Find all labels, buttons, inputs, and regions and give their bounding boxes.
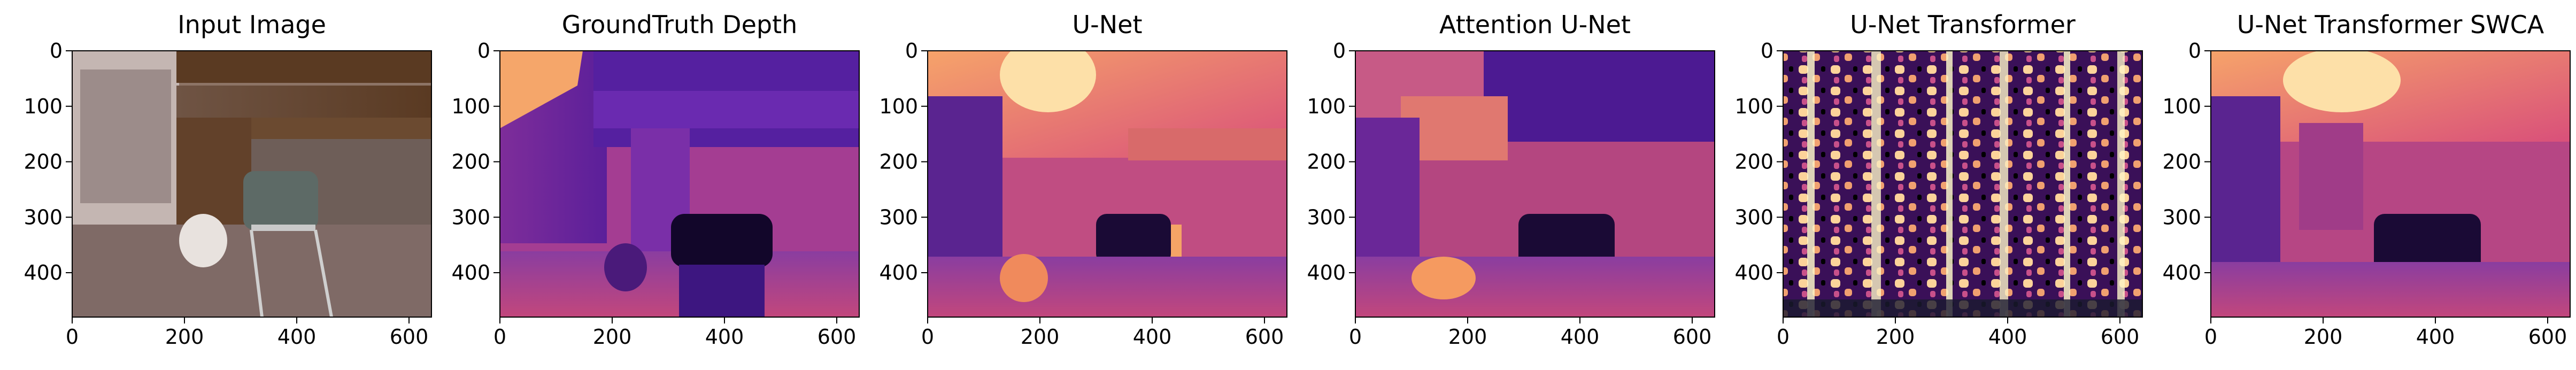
panel-input-image: Input Image	[72, 10, 431, 317]
y-tick-label: 400	[2162, 261, 2201, 284]
panel-title: U-Net	[1072, 10, 1142, 39]
x-tick-label: 400	[2416, 325, 2455, 349]
axes-3: 0 200 400 600 0 100 200 300 400	[1307, 39, 1715, 349]
x-tick-label: 200	[1448, 325, 1487, 349]
y-tick-label: 300	[1307, 205, 1346, 229]
axes-frame	[927, 50, 1287, 318]
x-tick-label: 600	[1245, 325, 1284, 349]
y-tick-label: 200	[24, 150, 63, 174]
x-tick-label: 200	[165, 325, 204, 349]
y-tick-label: 100	[1734, 95, 1773, 118]
x-tick-label: 0	[921, 325, 934, 349]
y-tick-label: 400	[24, 261, 63, 284]
y-tick-label: 0	[2188, 39, 2201, 63]
x-tick-label: 0	[493, 325, 506, 349]
panel-title: GroundTruth Depth	[562, 10, 798, 39]
input-image	[72, 51, 431, 317]
y-tick-label: 0	[1761, 39, 1773, 63]
x-tick-label: 400	[1988, 325, 2027, 349]
axes-frame	[1355, 50, 1715, 318]
axes-0: 0 200 400 600 0 100 200 300 400	[24, 39, 432, 349]
y-tick-label: 300	[2162, 205, 2201, 229]
y-tick-label: 300	[24, 205, 63, 229]
axes-frame	[1783, 50, 2143, 318]
axes-4: 0 200 400 600 0 100 200 300 400	[1734, 39, 2143, 349]
y-tick-label: 100	[24, 95, 63, 118]
x-tick-label: 0	[66, 325, 79, 349]
panel-title: U-Net Transformer SWCA	[2237, 10, 2544, 39]
axes-layer: 0 200 400 600 0 100 200 300 400 0 200 400 600 0 100 200…	[24, 39, 2571, 349]
y-tick-label: 400	[1734, 261, 1773, 284]
y-tick-label: 200	[2162, 150, 2201, 174]
x-tick-label: 600	[817, 325, 857, 349]
x-tick-label: 400	[277, 325, 317, 349]
y-tick-label: 200	[879, 150, 918, 174]
y-tick-label: 400	[451, 261, 490, 284]
x-tick-label: 0	[2204, 325, 2217, 349]
panel-title: Attention U-Net	[1439, 10, 1631, 39]
x-tick-label: 200	[593, 325, 632, 349]
y-tick-label: 300	[879, 205, 918, 229]
panel-unet-transformer-swca: U-Net Transformer SWCA	[2211, 10, 2570, 317]
attention-unet-depth-map	[1355, 51, 1715, 317]
x-tick-label: 600	[1673, 325, 1712, 349]
y-tick-label: 400	[1307, 261, 1346, 284]
panel-unet-transformer: U-Net Transformer	[1783, 10, 2142, 317]
y-tick-label: 100	[879, 95, 918, 118]
y-tick-label: 0	[477, 39, 490, 63]
y-tick-label: 0	[905, 39, 918, 63]
y-tick-label: 100	[451, 95, 490, 118]
panel-unet: U-Net	[928, 10, 1287, 317]
x-tick-label: 400	[1133, 325, 1172, 349]
axes-1: 0 200 400 600 0 100 200 300 400	[451, 39, 860, 349]
x-tick-label: 400	[705, 325, 744, 349]
y-tick-label: 200	[451, 150, 490, 174]
y-tick-label: 200	[1307, 150, 1346, 174]
axes-frame	[2210, 50, 2571, 318]
y-tick-label: 300	[451, 205, 490, 229]
y-tick-label: 0	[50, 39, 63, 63]
x-tick-label: 0	[1777, 325, 1790, 349]
x-tick-label: 200	[2304, 325, 2343, 349]
x-tick-label: 0	[1349, 325, 1362, 349]
y-tick-label: 100	[2162, 95, 2201, 118]
y-tick-label: 0	[1333, 39, 1346, 63]
axes-5: 0 200 400 600 0 100 200 300 400	[2162, 39, 2571, 349]
axes-2: 0 200 400 600 0 100 200 300 400	[879, 39, 1287, 349]
panel-groundtruth-depth: GroundTruth Depth	[500, 10, 859, 317]
y-tick-label: 300	[1734, 205, 1773, 229]
panel-attention-unet: Attention U-Net	[1355, 10, 1715, 317]
x-tick-label: 600	[390, 325, 429, 349]
groundtruth-depth-map	[500, 51, 859, 317]
x-tick-label: 600	[2528, 325, 2567, 349]
x-tick-label: 400	[1561, 325, 1600, 349]
panel-title: U-Net Transformer	[1850, 10, 2076, 39]
unet-transformer-depth-map	[1783, 51, 2142, 317]
x-tick-label: 200	[1876, 325, 1915, 349]
x-tick-label: 200	[1021, 325, 1060, 349]
y-tick-label: 100	[1307, 95, 1346, 118]
axes-frame	[72, 50, 432, 318]
y-tick-label: 400	[879, 261, 918, 284]
axes-frame	[499, 50, 860, 318]
panel-title: Input Image	[178, 10, 326, 39]
x-tick-label: 600	[2101, 325, 2140, 349]
unet-depth-map	[928, 51, 1287, 317]
y-tick-label: 200	[1734, 150, 1773, 174]
unet-transformer-swca-depth-map	[2211, 51, 2570, 317]
